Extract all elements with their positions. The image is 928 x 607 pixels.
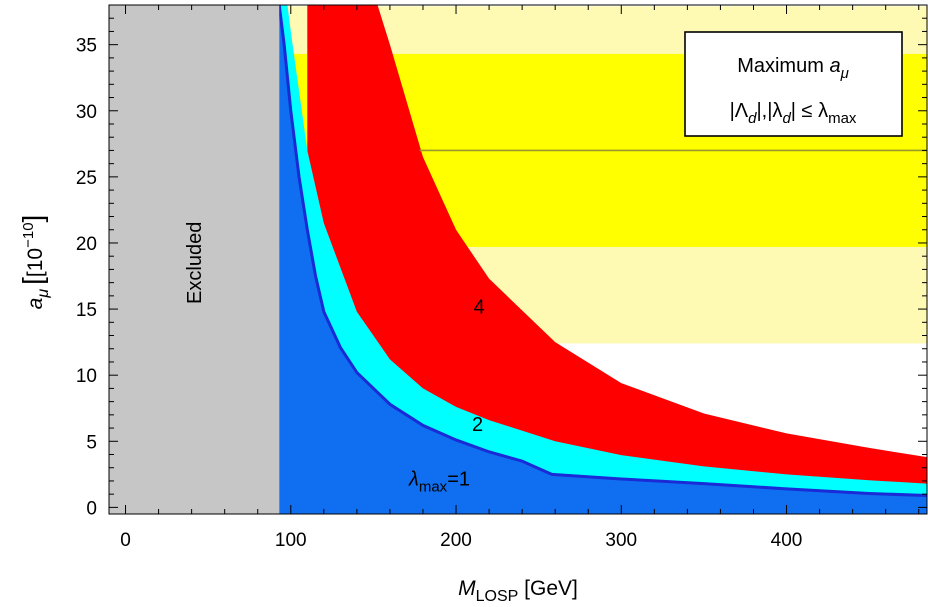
legend-condition: |Λd|,|λd| ≤ λmax: [730, 100, 857, 127]
excluded-label: Excluded: [184, 222, 206, 304]
y-tick-label: 10: [76, 366, 97, 387]
label-lambda-max-1: λmax=1: [408, 468, 470, 495]
lambda-4-region: [307, 5, 927, 514]
x-tick-label: 0: [120, 530, 131, 551]
plot-frame: [108, 4, 928, 515]
label-lambda-2: 2: [472, 414, 483, 436]
y-tick-label: 35: [76, 36, 97, 57]
y-tick-label: 5: [86, 432, 97, 453]
x-tick-label: 300: [605, 530, 637, 551]
x-tick-label: 400: [771, 530, 803, 551]
legend-title: Maximum aμ: [737, 55, 849, 82]
y-tick-label: 25: [76, 168, 97, 189]
legend-box: [684, 31, 903, 137]
legend: Maximum aμ |Λd|,|λd| ≤ λmax: [684, 31, 903, 137]
axis-tick-labels: 0 100 200 300 400 0 5 10 15 20 25 30 35: [76, 36, 803, 551]
x-tick-label: 100: [275, 530, 307, 551]
x-axis-title: MLOSP [GeV]: [458, 577, 578, 605]
y-axis-title: aμ[[10−10]: [17, 215, 52, 310]
y-tick-label: 0: [86, 498, 97, 519]
x-tick-label: 200: [440, 530, 472, 551]
excluded-region: [109, 5, 280, 514]
lambda-1-region: [279, 5, 927, 514]
axis-ticks: [109, 5, 927, 514]
y-tick-label: 30: [76, 102, 97, 123]
lambda-1-boundary-line: [277, 5, 927, 497]
y-tick-label: 15: [76, 300, 97, 321]
label-lambda-4: 4: [474, 296, 485, 318]
y-tick-label: 20: [76, 234, 97, 255]
